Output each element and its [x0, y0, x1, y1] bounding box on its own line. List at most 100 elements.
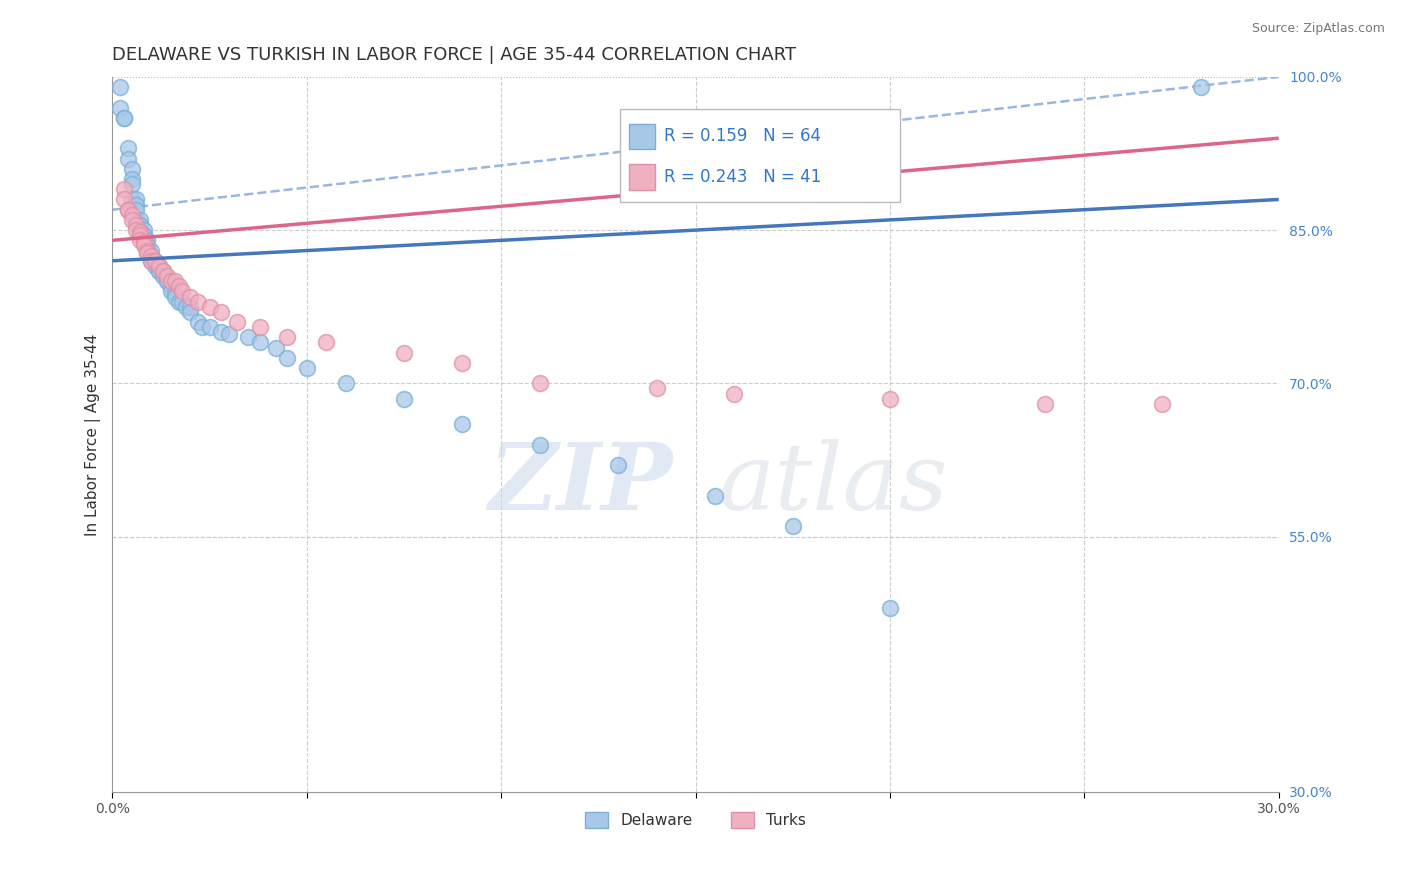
Point	[132, 233, 155, 247]
Legend: Delaware, Turks: Delaware, Turks	[579, 806, 813, 834]
Point	[128, 228, 150, 243]
Point	[451, 417, 474, 432]
Point	[121, 193, 143, 207]
Point	[167, 279, 190, 293]
Point	[172, 285, 194, 299]
Point	[249, 335, 271, 350]
Point	[125, 202, 148, 217]
Point	[1035, 397, 1057, 411]
FancyBboxPatch shape	[620, 109, 900, 202]
Point	[152, 264, 174, 278]
Point	[264, 341, 287, 355]
Point	[121, 208, 143, 222]
Point	[141, 249, 163, 263]
Point	[276, 330, 298, 344]
Point	[132, 228, 155, 243]
Point	[132, 238, 155, 252]
Point	[132, 233, 155, 247]
Point	[163, 289, 186, 303]
Point	[529, 376, 551, 391]
Point	[148, 264, 170, 278]
Point	[108, 80, 131, 95]
Point	[125, 193, 148, 207]
Point	[121, 177, 143, 191]
Point	[136, 245, 159, 260]
Point	[645, 381, 668, 395]
Point	[179, 289, 201, 303]
Point	[117, 152, 139, 166]
Point	[156, 269, 179, 284]
Point	[152, 269, 174, 284]
Point	[132, 223, 155, 237]
Point	[143, 253, 166, 268]
Point	[148, 259, 170, 273]
Point	[606, 458, 628, 472]
Point	[148, 259, 170, 273]
Point	[141, 249, 163, 263]
Point	[174, 300, 197, 314]
Point	[108, 101, 131, 115]
Point	[159, 279, 181, 293]
Point	[238, 330, 260, 344]
Point	[392, 345, 415, 359]
Point	[112, 111, 135, 125]
Point	[136, 244, 159, 258]
Point	[132, 235, 155, 250]
Point	[198, 300, 221, 314]
Point	[218, 327, 240, 342]
Point	[143, 253, 166, 268]
Point	[121, 172, 143, 186]
Point	[128, 233, 150, 247]
Point	[128, 218, 150, 232]
Point	[209, 326, 232, 340]
Point	[167, 294, 190, 309]
Point	[704, 489, 727, 503]
Point	[295, 361, 318, 376]
Point	[117, 141, 139, 155]
Point	[125, 197, 148, 211]
Point	[315, 335, 337, 350]
Point	[136, 233, 159, 247]
Point	[136, 244, 159, 258]
Point	[782, 519, 804, 533]
Text: R = 0.243   N = 41: R = 0.243 N = 41	[664, 168, 821, 186]
Point	[128, 225, 150, 239]
Point	[159, 274, 181, 288]
Point	[136, 238, 159, 252]
Point	[121, 161, 143, 176]
Point	[209, 305, 232, 319]
Point	[335, 376, 357, 391]
Text: atlas: atlas	[718, 440, 949, 530]
Text: Source: ZipAtlas.com: Source: ZipAtlas.com	[1251, 22, 1385, 36]
Text: ZIP: ZIP	[488, 440, 672, 530]
Point	[112, 111, 135, 125]
Point	[1152, 397, 1174, 411]
Point	[191, 320, 214, 334]
Point	[249, 320, 271, 334]
Point	[529, 437, 551, 451]
Point	[143, 259, 166, 273]
Point	[125, 223, 148, 237]
Point	[156, 274, 179, 288]
Point	[187, 294, 209, 309]
Point	[163, 274, 186, 288]
Point	[187, 315, 209, 329]
FancyBboxPatch shape	[628, 124, 655, 149]
Point	[198, 320, 221, 334]
Point	[179, 300, 201, 314]
Point	[128, 213, 150, 227]
Point	[879, 392, 901, 406]
Text: R = 0.159   N = 64: R = 0.159 N = 64	[664, 128, 821, 145]
Point	[152, 264, 174, 278]
Point	[148, 264, 170, 278]
Y-axis label: In Labor Force | Age 35-44: In Labor Force | Age 35-44	[86, 334, 101, 535]
Point	[163, 286, 186, 301]
Point	[179, 305, 201, 319]
Point	[141, 253, 163, 268]
Point	[141, 253, 163, 268]
FancyBboxPatch shape	[628, 164, 655, 189]
Point	[1189, 80, 1212, 95]
Point	[451, 356, 474, 370]
Point	[276, 351, 298, 365]
Point	[172, 294, 194, 309]
